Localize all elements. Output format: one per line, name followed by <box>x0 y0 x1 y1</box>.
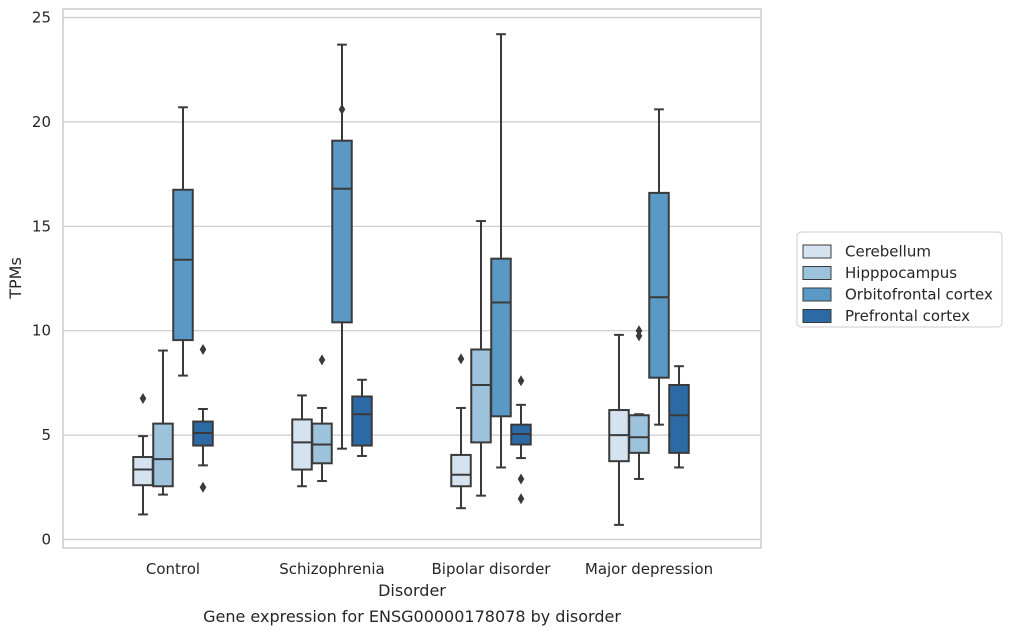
outlier-point <box>199 343 207 355</box>
legend-swatch <box>802 287 832 302</box>
box-iqr <box>311 422 333 465</box>
box-iqr <box>132 456 154 487</box>
x-tick-label: Bipolar disorder <box>432 560 552 578</box>
outlier-point <box>199 481 207 493</box>
series-prefrontal-cortex <box>192 343 690 505</box>
box-control <box>192 343 214 493</box>
box-iqr <box>450 453 472 488</box>
x-tick-label: Major depression <box>585 560 713 578</box>
box-major-depression <box>628 325 650 480</box>
outlier-point <box>517 473 525 485</box>
y-tick-label: 0 <box>41 531 51 549</box>
y-tick-label: 5 <box>41 426 51 444</box>
box-major-depression <box>648 108 670 426</box>
box-bipolar-disorder <box>470 220 492 497</box>
box-major-depression <box>668 365 690 469</box>
box-major-depression <box>608 333 630 526</box>
box-plot-series <box>132 33 690 526</box>
box-iqr <box>351 395 373 447</box>
box-iqr <box>470 348 492 444</box>
box-bipolar-disorder <box>450 353 472 510</box>
outlier-point <box>457 353 465 365</box>
y-axis-label: TPMs <box>6 257 25 300</box>
legend: Cerebellum Hipppocampus Orbitofrontal cort… <box>796 231 1003 328</box>
box-iqr <box>668 383 690 454</box>
box-iqr <box>648 191 670 379</box>
box-schizophrenia <box>311 354 333 483</box>
y-axis-ticks: 0 5 10 15 20 25 <box>32 9 51 549</box>
box-schizophrenia <box>351 378 373 457</box>
x-axis-ticks: Control Schizophrenia Bipolar disorder Majo… <box>146 560 713 578</box>
series-cerebellum <box>132 333 630 526</box>
legend-label: Cerebellum <box>845 243 931 261</box>
legend-swatch <box>802 244 832 259</box>
box-iqr <box>152 422 174 488</box>
y-tick-label: 10 <box>32 322 51 340</box>
box-iqr <box>490 257 512 418</box>
box-bipolar-disorder <box>510 375 532 505</box>
outlier-point <box>517 375 525 387</box>
plot-frame <box>62 8 762 549</box>
outlier-point <box>338 103 346 115</box>
y-tick-label: 20 <box>32 113 51 131</box>
chart-title: Gene expression for ENSG00000178078 by d… <box>203 607 621 626</box>
box-iqr <box>172 188 194 342</box>
series-orbitofrontal-cortex <box>172 33 670 469</box>
outlier-point <box>635 325 643 337</box>
box-bipolar-disorder <box>490 33 512 469</box>
y-tick-label: 25 <box>32 9 51 27</box>
legend-label: Hipppocampus <box>845 264 957 282</box>
x-tick-label: Control <box>146 560 200 578</box>
series-hipppocampus <box>152 220 650 497</box>
box-iqr <box>628 414 650 454</box>
outlier-point <box>139 393 147 405</box>
box-control <box>152 349 174 496</box>
box-control <box>172 106 194 377</box>
legend-label: Prefrontal cortex <box>845 307 970 325</box>
x-tick-label: Schizophrenia <box>279 560 384 578</box>
box-iqr <box>291 418 313 471</box>
x-axis-label: Disorder <box>378 581 446 600</box>
box-schizophrenia <box>331 43 353 450</box>
box-schizophrenia <box>291 394 313 488</box>
legend-swatch <box>802 266 832 280</box>
legend-label: Orbitofrontal cortex <box>845 286 993 304</box>
box-control <box>132 393 154 516</box>
y-tick-label: 15 <box>32 217 51 235</box>
outlier-point <box>318 354 326 366</box>
box-iqr <box>331 139 353 324</box>
outlier-point <box>517 493 525 505</box>
legend-swatch <box>802 309 832 323</box>
legend-frame <box>796 231 1003 328</box>
